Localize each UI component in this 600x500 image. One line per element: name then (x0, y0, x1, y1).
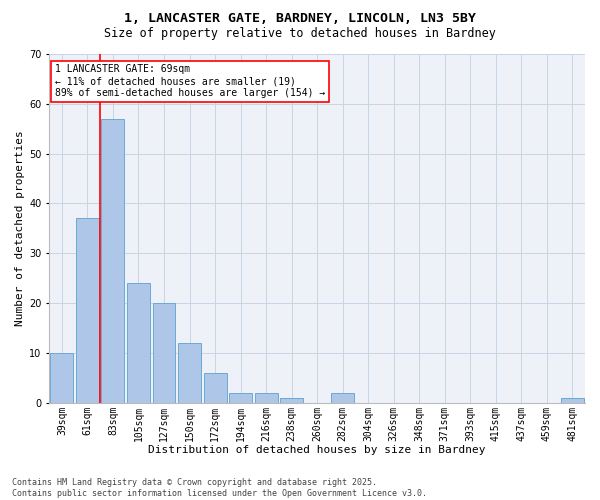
Bar (50, 353, 73, 403)
Text: 1, LANCASTER GATE, BARDNEY, LINCOLN, LN3 5BY: 1, LANCASTER GATE, BARDNEY, LINCOLN, LN3… (124, 12, 476, 26)
Bar (76, 218, 99, 403)
Y-axis label: Number of detached properties: Number of detached properties (15, 130, 25, 326)
Bar (127, 283, 150, 403)
Bar (178, 343, 201, 403)
Bar (152, 303, 175, 403)
Text: Contains HM Land Registry data © Crown copyright and database right 2025.
Contai: Contains HM Land Registry data © Crown c… (12, 478, 427, 498)
Text: 1 LANCASTER GATE: 69sqm
← 11% of detached houses are smaller (19)
89% of semi-de: 1 LANCASTER GATE: 69sqm ← 11% of detache… (55, 64, 325, 98)
Text: Size of property relative to detached houses in Bardney: Size of property relative to detached ho… (104, 28, 496, 40)
X-axis label: Distribution of detached houses by size in Bardney: Distribution of detached houses by size … (148, 445, 486, 455)
Bar (229, 393, 252, 403)
Bar (280, 398, 303, 403)
Bar (203, 373, 227, 403)
Bar (254, 393, 278, 403)
Bar (561, 398, 584, 403)
Bar (101, 119, 124, 403)
Bar (331, 393, 354, 403)
